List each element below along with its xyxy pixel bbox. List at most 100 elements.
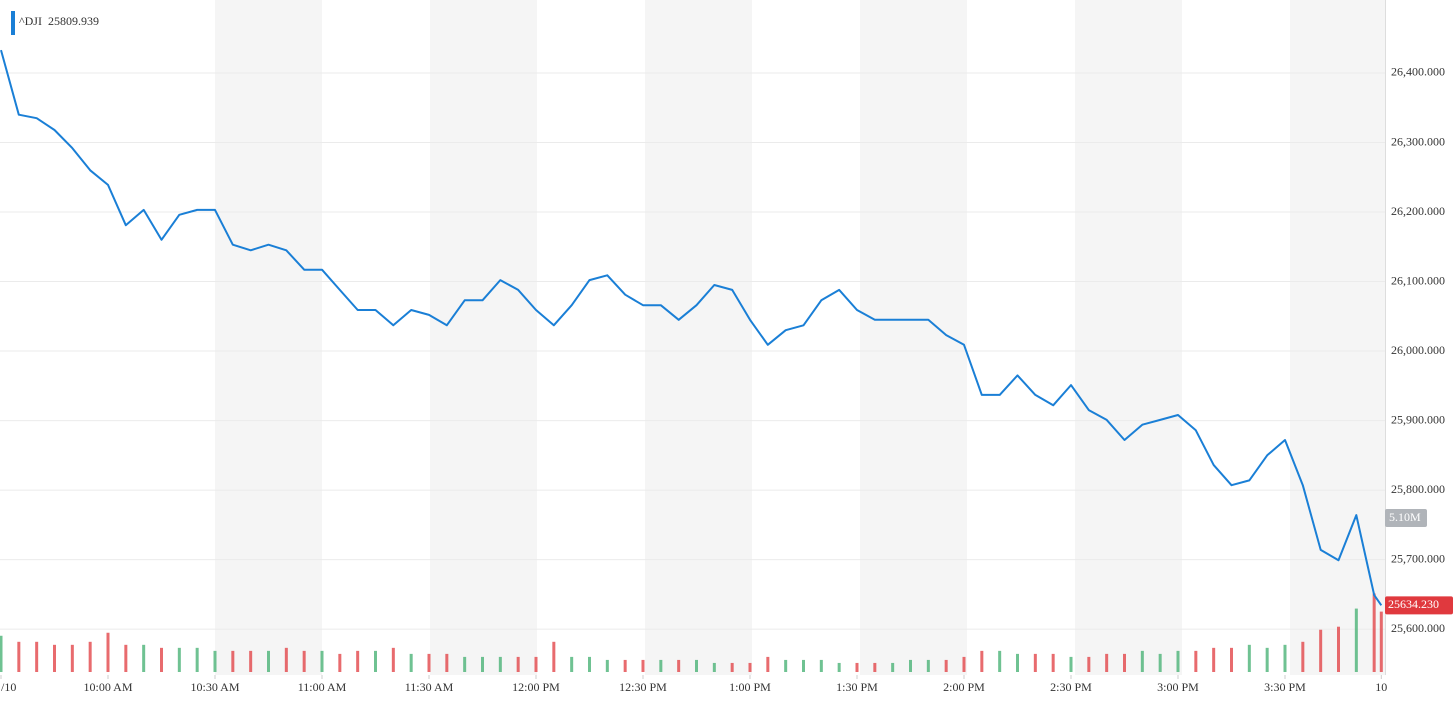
volume-bar xyxy=(1033,653,1037,672)
volume-bar xyxy=(730,662,734,672)
volume-bar xyxy=(1123,653,1126,672)
x-tick-label: 1:00 PM xyxy=(729,680,771,694)
y-tick-label: 25,800.000 xyxy=(1391,482,1445,496)
shade-band xyxy=(1075,0,1182,675)
volume-bar xyxy=(1158,653,1162,672)
volume-bar xyxy=(267,650,270,672)
x-tick-label: 10:00 AM xyxy=(83,680,132,694)
volume-bar xyxy=(35,641,39,672)
volume-bar xyxy=(409,653,413,672)
volume-bar xyxy=(1016,653,1019,672)
volume-bar xyxy=(1194,650,1198,672)
legend-box xyxy=(8,8,108,36)
y-tick-label: 26,400.000 xyxy=(1391,65,1445,79)
volume-bar xyxy=(1069,656,1073,672)
volume-bar xyxy=(213,650,217,672)
y-tick-label: 26,000.000 xyxy=(1391,343,1445,357)
volume-bar xyxy=(855,662,859,672)
price-line xyxy=(0,49,1383,606)
volume-bar xyxy=(570,656,574,672)
volume-bar xyxy=(962,656,966,672)
volume-bar xyxy=(588,656,591,672)
x-tick-label: 3:30 PM xyxy=(1264,680,1306,694)
x-tick-label: 10:30 AM xyxy=(190,680,239,694)
volume-bar xyxy=(124,644,128,672)
volume-bar xyxy=(980,650,984,672)
x-tick-label: 11:00 AM xyxy=(298,680,347,694)
x-tick-label: /10 xyxy=(1,680,16,694)
y-tick-label: 26,100.000 xyxy=(1391,273,1445,287)
volume-bar xyxy=(17,641,21,672)
volume-bar xyxy=(1265,647,1269,672)
volume-bar xyxy=(427,653,431,672)
volume-bar xyxy=(695,659,698,672)
x-tick-label: 3:00 PM xyxy=(1157,680,1199,694)
volume-bar xyxy=(1301,641,1305,672)
volume-bar xyxy=(1372,593,1376,672)
volume-bar xyxy=(498,656,502,672)
volume-bar xyxy=(302,650,306,672)
price-badge-label: 25634.230 xyxy=(1388,597,1439,611)
y-tick-label: 25,600.000 xyxy=(1391,621,1445,635)
volume-bar xyxy=(142,644,146,672)
volume-bar xyxy=(909,659,912,672)
volume-bar xyxy=(249,650,253,672)
volume-bar xyxy=(1176,650,1180,672)
price-badge xyxy=(1385,596,1453,615)
volume-bar xyxy=(231,650,235,672)
x-tick-label: 11:30 AM xyxy=(405,680,454,694)
volume-bar xyxy=(1105,653,1109,672)
volume-bar xyxy=(1212,647,1216,672)
volume-bar xyxy=(177,647,181,672)
x-tick-label: 12:30 PM xyxy=(619,680,667,694)
x-tick-label: 12:00 PM xyxy=(512,680,560,694)
volume-bar xyxy=(944,659,948,672)
volume-bar xyxy=(53,644,56,672)
x-tick-label: 2:30 PM xyxy=(1050,680,1092,694)
shade-band xyxy=(1290,0,1385,675)
volume-bar xyxy=(837,662,841,672)
volume-bar xyxy=(1087,656,1091,672)
legend-swatch xyxy=(11,11,15,35)
volume-bar xyxy=(70,644,74,672)
volume-bar xyxy=(106,632,110,672)
volume-bar xyxy=(819,659,823,672)
volume-bar xyxy=(463,656,467,672)
volume-bar xyxy=(160,647,163,672)
y-tick-label: 25,700.000 xyxy=(1391,551,1445,565)
volume-bar xyxy=(1354,608,1358,672)
volume-bar xyxy=(534,656,538,672)
volume-bar xyxy=(0,635,3,672)
volume-bar xyxy=(1283,644,1287,672)
y-tick-label: 26,200.000 xyxy=(1391,204,1445,218)
volume-bar xyxy=(1051,653,1055,672)
volume-bar xyxy=(356,650,360,672)
volume-bar xyxy=(445,653,449,672)
volume-bar xyxy=(1319,629,1323,672)
volume-bar xyxy=(748,662,752,672)
volume-bar xyxy=(481,656,484,672)
volume-bar xyxy=(552,641,556,672)
legend-value: 25809.939 xyxy=(48,14,99,28)
volume-bar xyxy=(641,659,645,672)
y-tick-label: 25,900.000 xyxy=(1391,412,1445,426)
x-tick-label: 10 xyxy=(1375,680,1387,694)
volume-bar xyxy=(338,653,342,672)
volume-badge xyxy=(1385,509,1427,527)
volume-bar xyxy=(1230,647,1233,672)
volume-bar xyxy=(623,659,627,672)
legend-name: ^DJI xyxy=(19,14,42,28)
volume-bar xyxy=(998,650,1002,672)
volume-bar xyxy=(802,659,805,672)
volume-bar xyxy=(1379,611,1383,672)
volume-bar xyxy=(1140,650,1144,672)
volume-bar xyxy=(195,647,199,672)
volume-bar xyxy=(891,662,895,672)
volume-bar xyxy=(391,647,395,672)
volume-bar xyxy=(605,659,609,672)
volume-bars xyxy=(0,593,1383,672)
volume-bar xyxy=(88,641,92,672)
x-tick-label: 1:30 PM xyxy=(836,680,878,694)
volume-bar xyxy=(374,650,377,672)
